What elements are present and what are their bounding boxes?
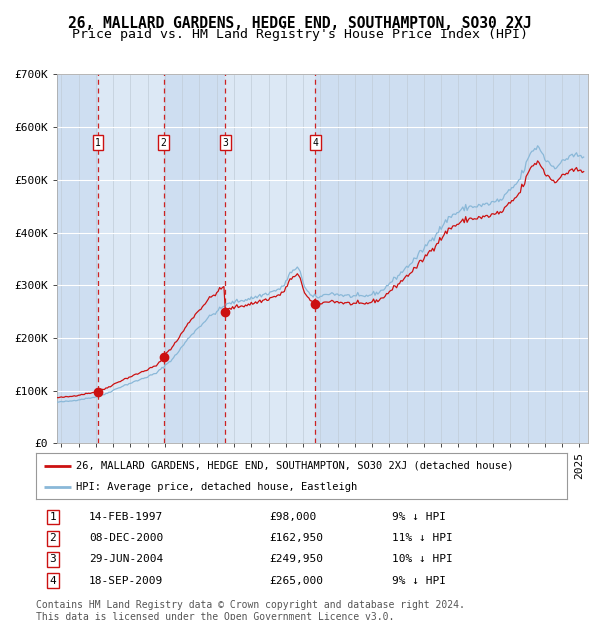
Text: £249,950: £249,950 [269, 554, 323, 564]
Text: Price paid vs. HM Land Registry's House Price Index (HPI): Price paid vs. HM Land Registry's House … [72, 28, 528, 41]
Text: 9% ↓ HPI: 9% ↓ HPI [392, 512, 446, 522]
Text: 1: 1 [95, 138, 101, 148]
Text: 26, MALLARD GARDENS, HEDGE END, SOUTHAMPTON, SO30 2XJ: 26, MALLARD GARDENS, HEDGE END, SOUTHAMP… [68, 16, 532, 30]
Text: 14-FEB-1997: 14-FEB-1997 [89, 512, 163, 522]
Text: 08-DEC-2000: 08-DEC-2000 [89, 533, 163, 543]
Text: £162,950: £162,950 [269, 533, 323, 543]
Text: £265,000: £265,000 [269, 575, 323, 585]
Text: 1: 1 [50, 512, 56, 522]
Text: HPI: Average price, detached house, Eastleigh: HPI: Average price, detached house, East… [76, 482, 357, 492]
Text: 2: 2 [161, 138, 167, 148]
Text: 11% ↓ HPI: 11% ↓ HPI [392, 533, 452, 543]
Text: 4: 4 [313, 138, 318, 148]
Text: 26, MALLARD GARDENS, HEDGE END, SOUTHAMPTON, SO30 2XJ (detached house): 26, MALLARD GARDENS, HEDGE END, SOUTHAMP… [76, 461, 514, 471]
Bar [164, 74, 225, 443]
Text: 2: 2 [50, 533, 56, 543]
Text: 9% ↓ HPI: 9% ↓ HPI [392, 575, 446, 585]
Bar [57, 74, 98, 443]
Text: 3: 3 [222, 138, 228, 148]
Text: 3: 3 [50, 554, 56, 564]
Bar [316, 74, 588, 443]
Text: Contains HM Land Registry data © Crown copyright and database right 2024.
This d: Contains HM Land Registry data © Crown c… [36, 600, 465, 620]
Text: 18-SEP-2009: 18-SEP-2009 [89, 575, 163, 585]
Text: 10% ↓ HPI: 10% ↓ HPI [392, 554, 452, 564]
Text: 29-JUN-2004: 29-JUN-2004 [89, 554, 163, 564]
Text: £98,000: £98,000 [269, 512, 317, 522]
Text: 4: 4 [50, 575, 56, 585]
